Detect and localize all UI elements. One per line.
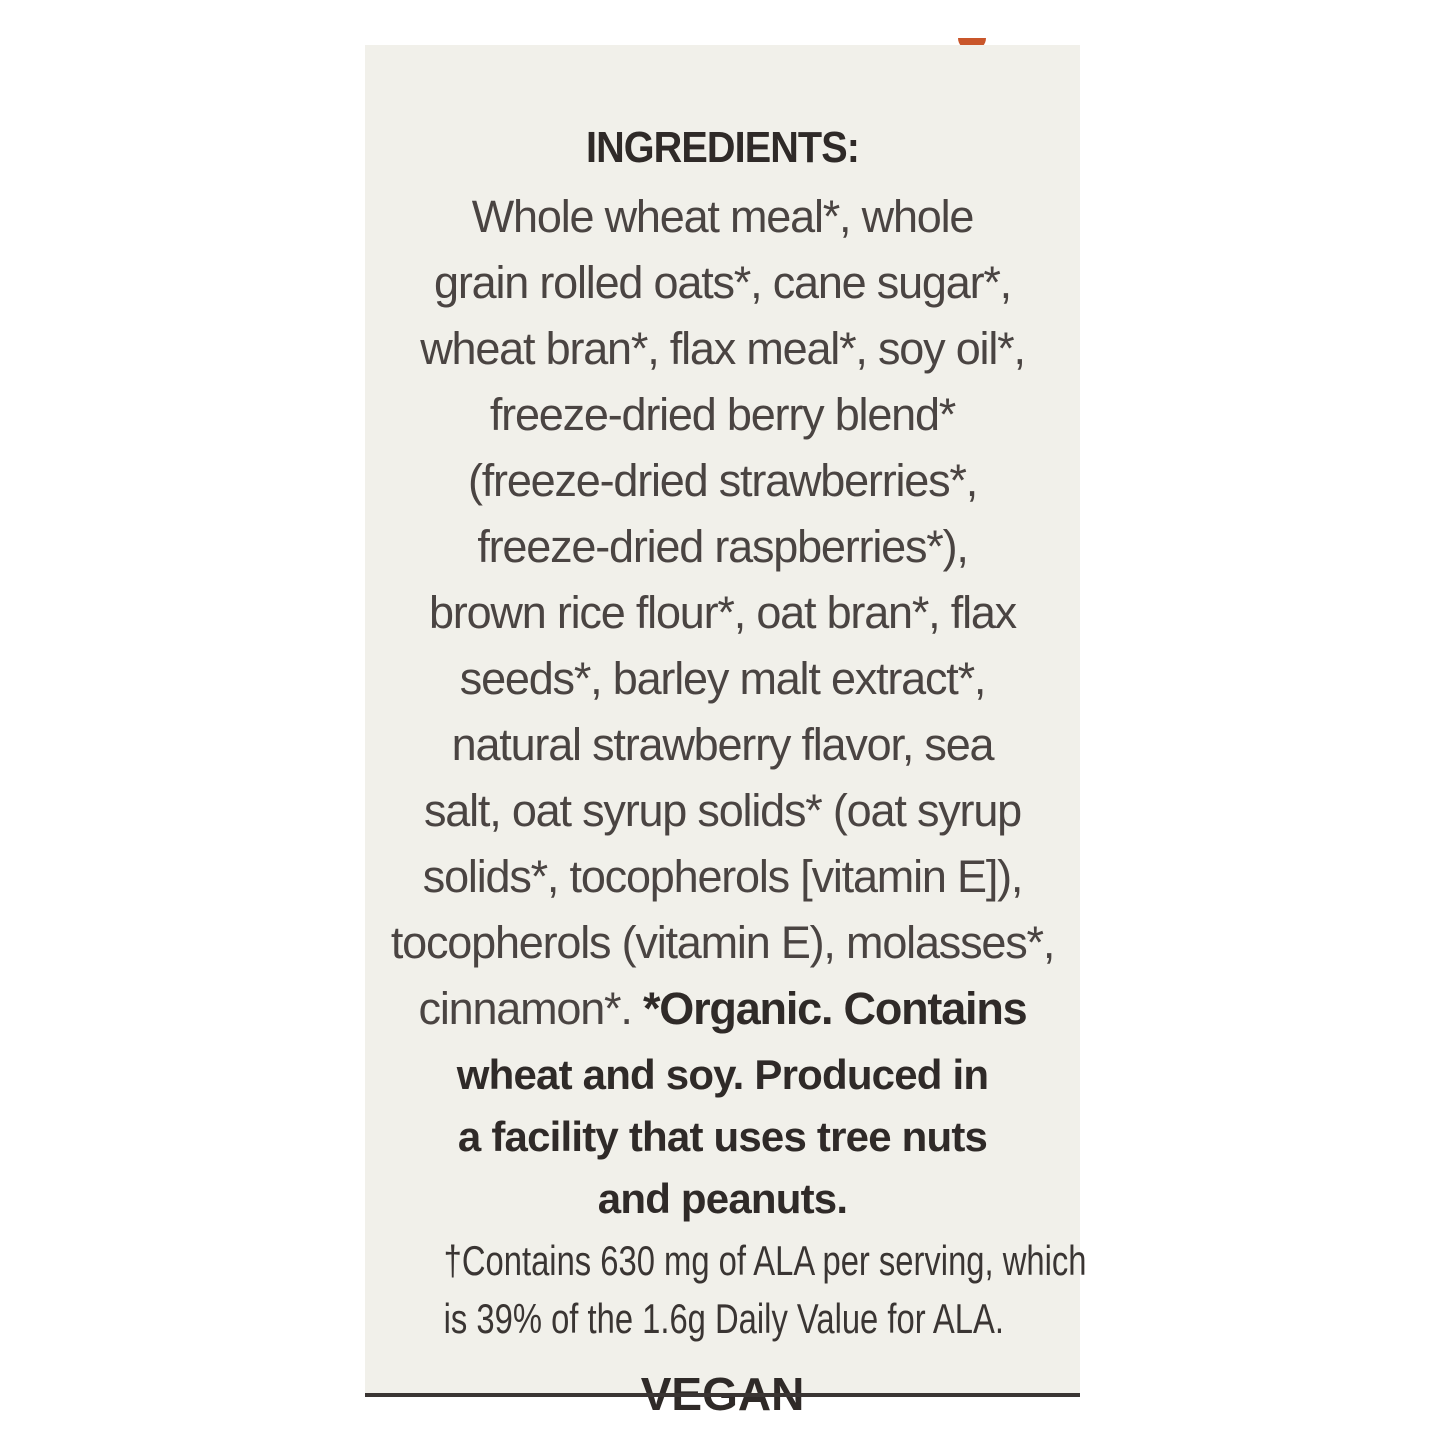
ingredients-heading: INGREDIENTS: (585, 123, 860, 172)
footnote-line: †Contains 630 mg of ALA per serving, whi… (443, 1237, 1087, 1284)
ingredients-panel: INGREDIENTS: Whole wheat meal*, whole gr… (365, 45, 1087, 1420)
ingredient-line: (freeze-dried strawberries*, (467, 455, 978, 506)
ingredient-line: salt, oat syrup solids* (oat syrup (424, 785, 1022, 836)
allergen-line: a facility that uses tree nuts (457, 1113, 988, 1160)
footnote-line: is 39% of the 1.6g Daily Value for ALA. (443, 1295, 1004, 1342)
ingredient-line: grain rolled oats*, cane sugar*, (434, 257, 1012, 308)
ingredient-line: freeze-dried raspberries*), (477, 521, 969, 572)
ingredient-line-final: cinnamon*. *Organic. Contains (365, 983, 1080, 1035)
panel-bottom-rule (365, 1393, 1080, 1397)
allergen-line: wheat and soy. Produced in (456, 1051, 989, 1098)
ingredient-line: tocopherols (vitamin E), molasses*, (390, 917, 1055, 968)
ingredient-line: Whole wheat meal*, whole (471, 191, 975, 242)
ingredient-line: brown rice flour*, oat bran*, flax (428, 587, 1017, 638)
ingredient-line: solids*, tocopherols [vitamin E]), (422, 851, 1024, 902)
ingredient-line: wheat bran*, flax meal*, soy oil*, (420, 323, 1026, 374)
ingredient-line: natural strawberry flavor, sea (451, 719, 995, 770)
ingredient-line: seeds*, barley malt extract*, (459, 653, 987, 704)
last-ingredient: cinnamon*. (418, 983, 633, 1034)
allergen-text: *Organic. Contains (642, 983, 1028, 1034)
allergen-line: and peanuts. (597, 1175, 848, 1222)
ingredient-line: freeze-dried berry blend* (489, 389, 956, 440)
